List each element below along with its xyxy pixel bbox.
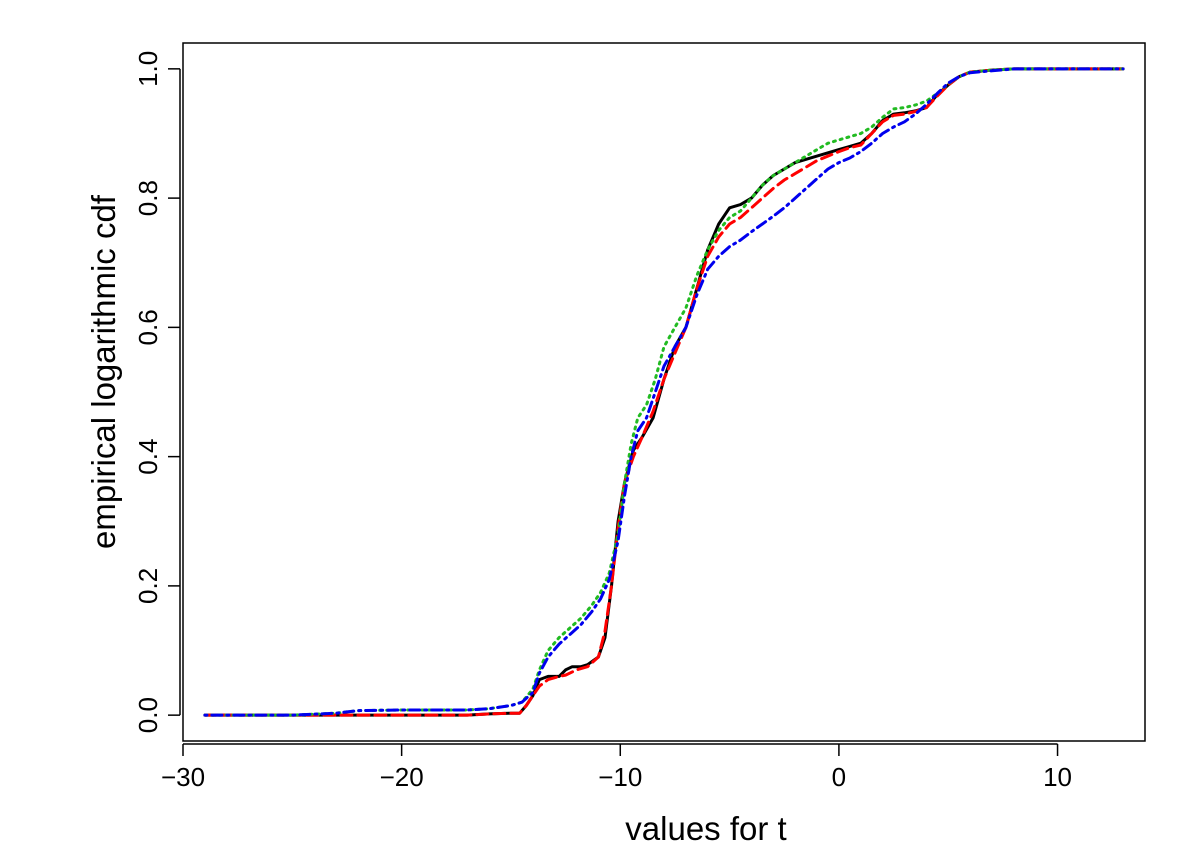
series-line-3 — [203, 67, 1125, 717]
x-tick-label: 10 — [1043, 762, 1072, 792]
y-tick-label: 0.8 — [133, 180, 163, 216]
x-axis: −30 −20 −10 0 10 — [161, 743, 1072, 792]
plot-frame — [182, 42, 1146, 742]
series-line-4 — [203, 67, 1125, 717]
x-tick-label: −10 — [598, 762, 642, 792]
y-axis: 0.0 0.2 0.4 0.6 0.8 1.0 — [133, 51, 181, 733]
y-tick-label: 0.4 — [133, 439, 163, 475]
series-layer — [203, 67, 1125, 717]
series-line-1 — [203, 67, 1125, 717]
y-tick-label: 0.0 — [133, 697, 163, 733]
y-tick-label: 0.6 — [133, 309, 163, 345]
series-line-2 — [203, 67, 1125, 717]
y-axis-label: empirical logarithmic cdf — [85, 194, 122, 549]
x-tick-label: −20 — [380, 762, 424, 792]
y-tick-label: 1.0 — [133, 51, 163, 87]
x-tick-label: −30 — [161, 762, 205, 792]
y-tick-label: 0.2 — [133, 568, 163, 604]
x-axis-label: values for t — [625, 810, 786, 847]
x-tick-label: 0 — [832, 762, 846, 792]
